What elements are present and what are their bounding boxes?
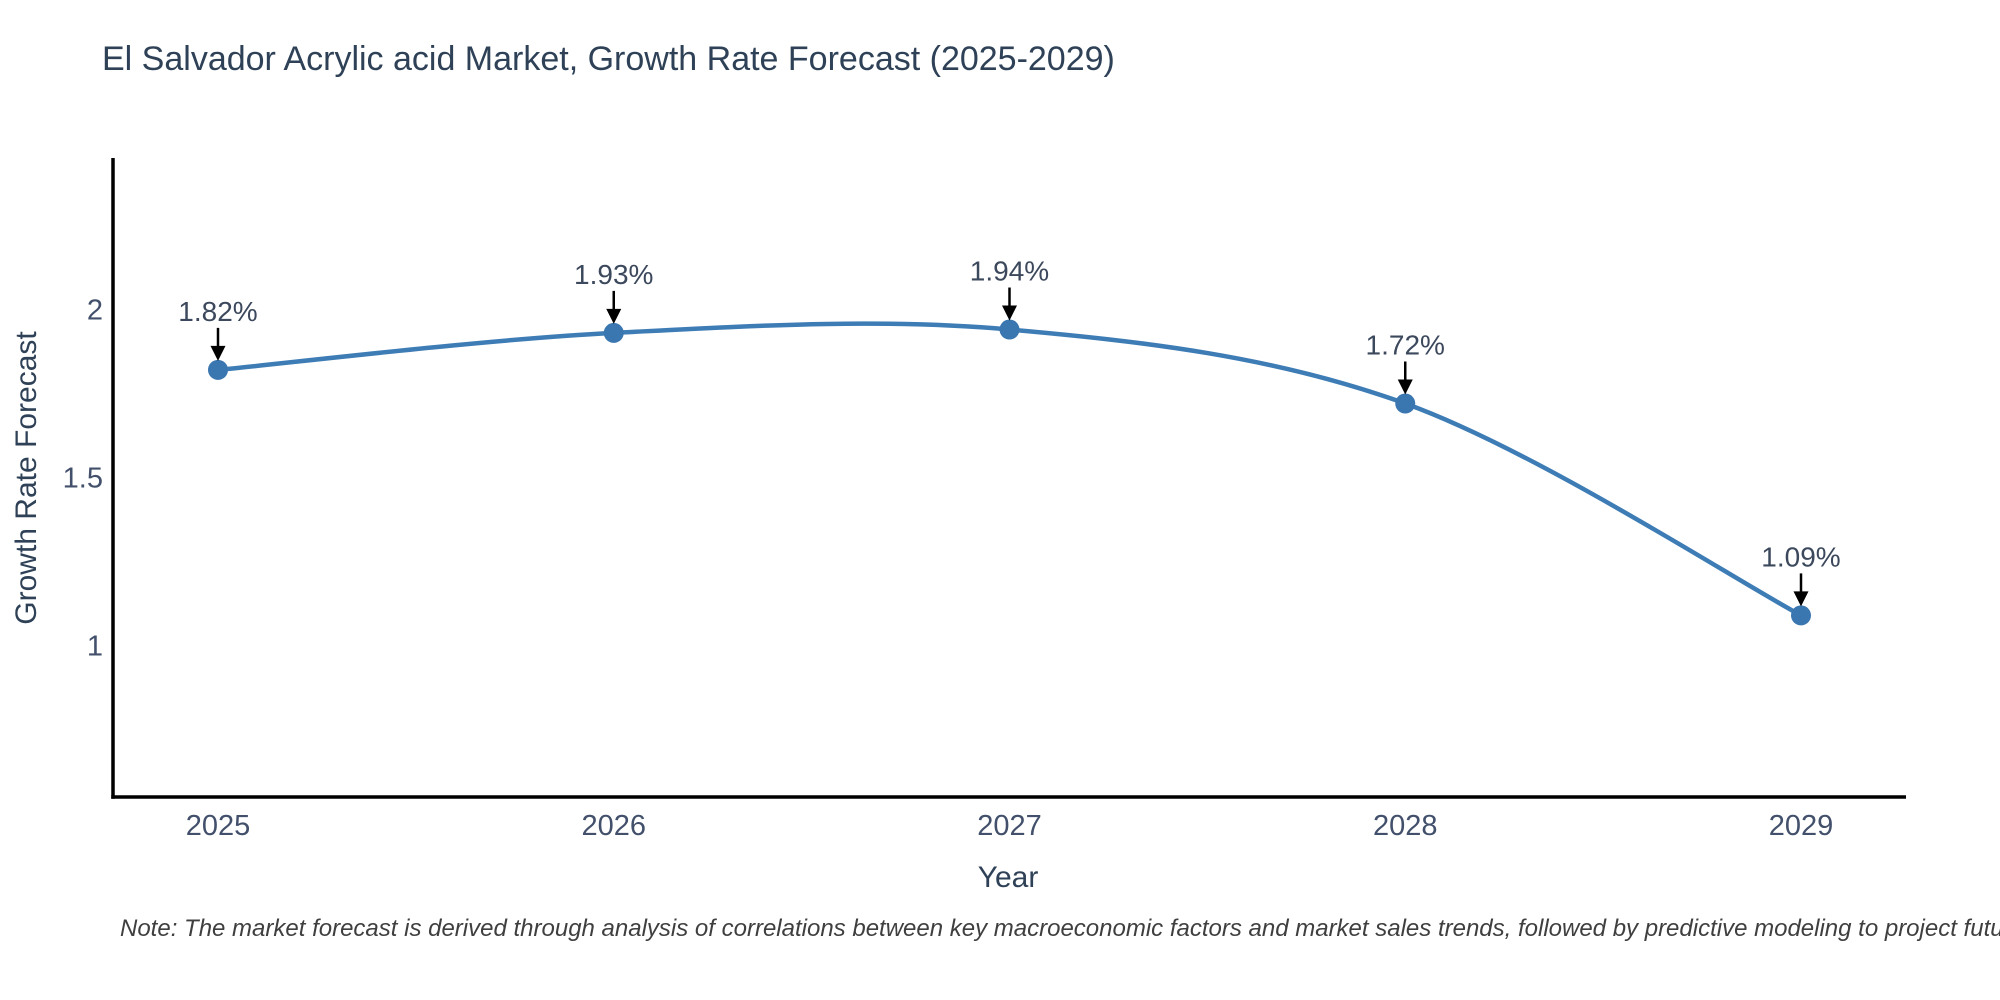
data-point-2026[interactable] [603,322,624,343]
point-value-label: 1.94% [970,256,1049,287]
x-tick-label: 2026 [581,810,646,842]
x-tick-label: 2027 [977,810,1042,842]
point-value-label: 1.09% [1761,541,1840,572]
forecast-line [215,321,1804,618]
x-axis-title: Year [977,861,1039,894]
x-tick-label: 2029 [1769,810,1834,842]
y-tick-label: 1 [87,631,103,663]
annotation-arrowhead-icon [210,345,226,361]
y-tick-label: 2 [87,294,103,326]
point-value-label: 1.93% [574,259,653,290]
data-point-2028[interactable] [1395,393,1416,414]
y-tick-label: 1.5 [63,463,103,495]
data-point-2029[interactable] [1791,605,1811,626]
chart-title: El Salvador Acrylic acid Market, Growth … [102,40,1115,78]
footnote: Note: The market forecast is derived thr… [120,915,2000,942]
data-point-2027[interactable] [999,319,1020,340]
x-tick-label: 2028 [1373,810,1438,842]
annotation-arrowhead-icon [1002,305,1017,321]
y-axis-title: Growth Rate Forecast [10,331,43,625]
annotation-arrowhead-icon [1793,591,1809,607]
annotation-arrowhead-icon [1397,379,1413,395]
data-point-2025[interactable] [208,359,228,380]
point-value-label: 1.72% [1366,330,1445,361]
point-value-label: 1.82% [178,296,257,327]
x-tick-label: 2025 [186,810,251,842]
annotation-arrowhead-icon [606,308,622,324]
